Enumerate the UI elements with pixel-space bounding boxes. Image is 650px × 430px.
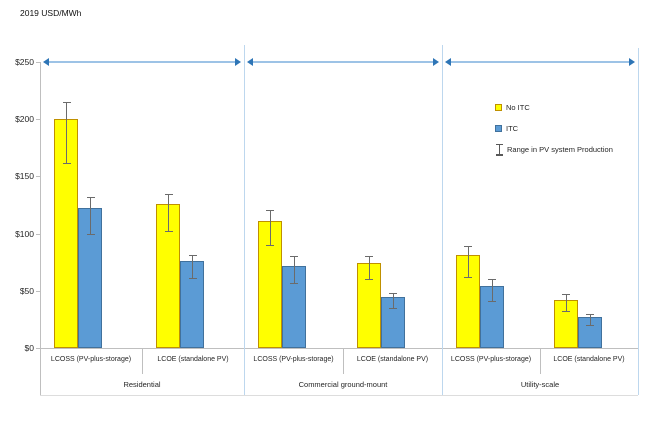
error-bar-bottom-cap bbox=[266, 245, 275, 247]
category-divider-tick bbox=[540, 348, 541, 374]
error-bar-bottom-cap bbox=[86, 233, 95, 235]
error-bar-icon bbox=[495, 143, 503, 156]
error-bar-top-cap bbox=[62, 102, 71, 104]
legend-label-no-itc: No ITC bbox=[506, 103, 530, 112]
range-arrow-left-head bbox=[445, 58, 451, 66]
error-bar-line bbox=[392, 293, 394, 308]
error-bar-line bbox=[168, 193, 170, 232]
category-area-bottom-line bbox=[40, 395, 638, 396]
error-bar-bottom-cap bbox=[562, 311, 571, 313]
error-bar-bottom-cap bbox=[188, 278, 197, 280]
error-bar-top-cap bbox=[164, 193, 173, 195]
plot-right-border bbox=[638, 48, 639, 395]
category-label: LCOSS (PV-plus-storage) bbox=[450, 356, 532, 363]
group-separator bbox=[244, 45, 245, 395]
category-divider-tick bbox=[142, 348, 143, 374]
y-tick-label: $200 bbox=[15, 114, 34, 125]
error-bar-bottom-cap bbox=[164, 231, 173, 233]
error-bar-bottom-cap bbox=[464, 277, 473, 279]
category-label: LCOE (standalone PV) bbox=[356, 356, 429, 363]
group-label: Utility-scale bbox=[520, 380, 560, 389]
category-label: LCOSS (PV-plus-storage) bbox=[253, 356, 334, 363]
category-label: LCOE (standalone PV) bbox=[553, 356, 625, 363]
error-bar-line bbox=[293, 256, 295, 283]
y-tick-mark bbox=[36, 348, 40, 349]
legend-item-itc: ITC bbox=[495, 122, 613, 135]
error-bar-bottom-cap bbox=[62, 162, 71, 164]
error-bar-bottom-cap bbox=[365, 279, 374, 281]
range-arrow-line bbox=[253, 61, 433, 63]
error-bar-top-cap bbox=[188, 255, 197, 257]
error-bar-top-cap bbox=[464, 246, 473, 248]
range-arrow-left-head bbox=[43, 58, 49, 66]
category-label: LCOE (standalone PV) bbox=[157, 356, 229, 363]
error-bar-line bbox=[66, 102, 68, 163]
error-bar-top-cap bbox=[290, 256, 299, 258]
y-tick-mark bbox=[36, 62, 40, 63]
range-arrow-line bbox=[49, 61, 235, 63]
error-bar-top-cap bbox=[562, 294, 571, 296]
legend-item-range: Range in PV system Production bbox=[495, 143, 613, 156]
y-tick-label: $150 bbox=[15, 171, 34, 182]
y-tick-label: $50 bbox=[19, 285, 34, 296]
no-itc-swatch-icon bbox=[495, 104, 502, 111]
range-arrow-right-head bbox=[629, 58, 635, 66]
y-axis-line bbox=[40, 62, 41, 395]
error-bar-line bbox=[565, 294, 567, 312]
error-bar-bottom-cap bbox=[586, 325, 595, 327]
group-separator bbox=[442, 45, 443, 395]
error-bar-line bbox=[467, 246, 469, 278]
error-bar-line bbox=[491, 279, 493, 302]
range-arrow-right-head bbox=[433, 58, 439, 66]
x-axis-line bbox=[40, 348, 638, 349]
itc-swatch-icon bbox=[495, 125, 502, 132]
chart-legend: No ITC ITC Range in PV system Production bbox=[495, 101, 613, 164]
category-divider-tick bbox=[343, 348, 344, 374]
y-tick-mark bbox=[36, 176, 40, 178]
error-bar-line bbox=[269, 209, 271, 246]
chart-unit-title: 2019 USD/MWh bbox=[20, 8, 82, 18]
bar-itc bbox=[577, 317, 602, 348]
range-arrow-line bbox=[451, 61, 629, 63]
y-tick-label: $100 bbox=[15, 228, 34, 239]
error-bar-top-cap bbox=[586, 313, 595, 315]
legend-label-itc: ITC bbox=[506, 124, 519, 133]
group-label: Residential bbox=[123, 380, 161, 389]
bar-itc bbox=[180, 261, 205, 348]
category-label: LCOSS (PV-plus-storage) bbox=[50, 356, 132, 363]
error-bar-line bbox=[368, 256, 370, 280]
legend-label-range: Range in PV system Production bbox=[507, 145, 613, 154]
error-bar-bottom-cap bbox=[290, 282, 299, 284]
error-bar-bottom-cap bbox=[488, 301, 497, 303]
legend-item-no-itc: No ITC bbox=[495, 101, 613, 114]
error-bar-line bbox=[589, 313, 591, 326]
error-bar-line bbox=[90, 196, 92, 234]
y-tick-mark bbox=[36, 290, 40, 292]
group-label: Commercial ground-mount bbox=[298, 380, 388, 389]
error-bar-top-cap bbox=[86, 196, 95, 198]
y-tick-label: $250 bbox=[15, 57, 34, 67]
error-bar-line bbox=[192, 255, 194, 279]
bar-no-itc bbox=[257, 221, 282, 348]
y-tick-mark bbox=[36, 119, 40, 121]
range-arrow-left-head bbox=[247, 58, 253, 66]
y-tick-mark bbox=[36, 233, 40, 235]
error-bar-top-cap bbox=[266, 209, 275, 211]
error-bar-top-cap bbox=[488, 279, 497, 281]
error-bar-bottom-cap bbox=[389, 307, 398, 309]
error-bar-top-cap bbox=[389, 293, 398, 295]
y-tick-label: $0 bbox=[24, 343, 34, 353]
range-arrow-right-head bbox=[235, 58, 241, 66]
error-bar-top-cap bbox=[365, 256, 374, 258]
